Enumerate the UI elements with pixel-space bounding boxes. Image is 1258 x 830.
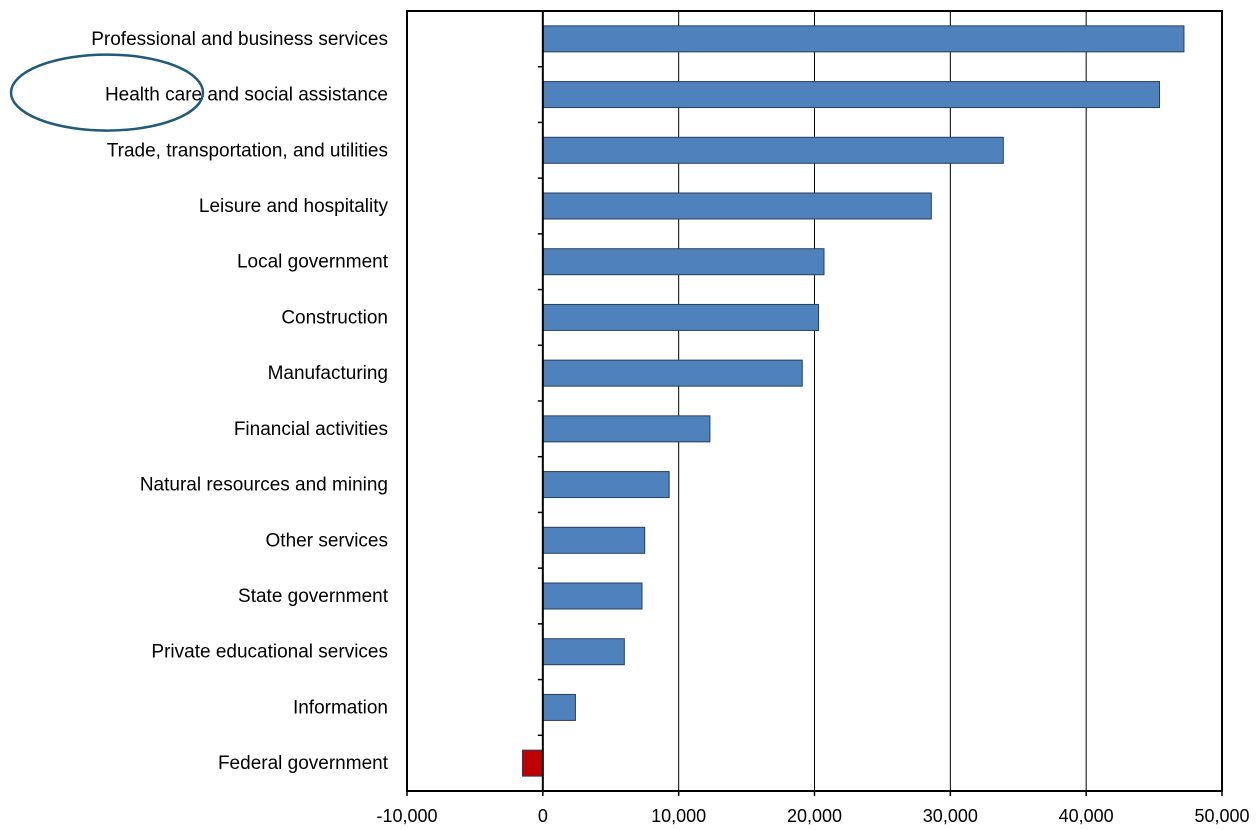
- axes: [406, 10, 1223, 796]
- x-tick-labels: -10,000 0 10,000 20,000 30,000 40,000 50,000: [376, 806, 1249, 826]
- bar: [542, 471, 670, 499]
- category-labels: Professional and business services Health…: [91, 29, 388, 774]
- bars: [521, 25, 1185, 777]
- bar: [542, 415, 711, 443]
- bar: [542, 192, 932, 220]
- x-tick-label: 10,000: [651, 806, 706, 826]
- category-label: Local government: [237, 252, 389, 273]
- x-tick-label: 50,000: [1194, 806, 1249, 826]
- category-label: Private educational services: [151, 642, 388, 663]
- bar: [542, 81, 1161, 109]
- category-label: Leisure and hospitality: [199, 196, 389, 217]
- x-tick-label: 30,000: [923, 806, 978, 826]
- highlight-ellipse: [9, 53, 205, 132]
- bar: [542, 526, 646, 554]
- category-label: Information: [293, 697, 388, 718]
- category-label: Trade, transportation, and utilities: [107, 140, 388, 161]
- category-label: State government: [238, 586, 389, 607]
- bar: [542, 136, 1004, 164]
- category-label: Natural resources and mining: [140, 475, 388, 496]
- bar: [542, 638, 625, 666]
- category-label: Financial activities: [234, 419, 388, 440]
- category-label: Professional and business services: [91, 29, 388, 50]
- bar: [542, 248, 825, 276]
- x-tick-label: -10,000: [376, 806, 437, 826]
- bar: [542, 359, 803, 387]
- bar: [542, 582, 643, 610]
- x-tick-label: 20,000: [787, 806, 842, 826]
- x-tick-label: 0: [538, 806, 548, 826]
- bar: [521, 749, 544, 777]
- category-label: Manufacturing: [268, 363, 388, 384]
- category-label: Construction: [281, 307, 388, 328]
- category-label: Health care and social assistance: [105, 85, 388, 106]
- grid-lines: [678, 11, 1087, 791]
- bar: [542, 693, 576, 721]
- x-tick-label: 40,000: [1059, 806, 1114, 826]
- category-label: Federal government: [218, 753, 389, 774]
- category-label: Other services: [266, 530, 388, 551]
- annotations: [9, 53, 205, 132]
- bar: [542, 25, 1185, 53]
- bar: [542, 303, 820, 331]
